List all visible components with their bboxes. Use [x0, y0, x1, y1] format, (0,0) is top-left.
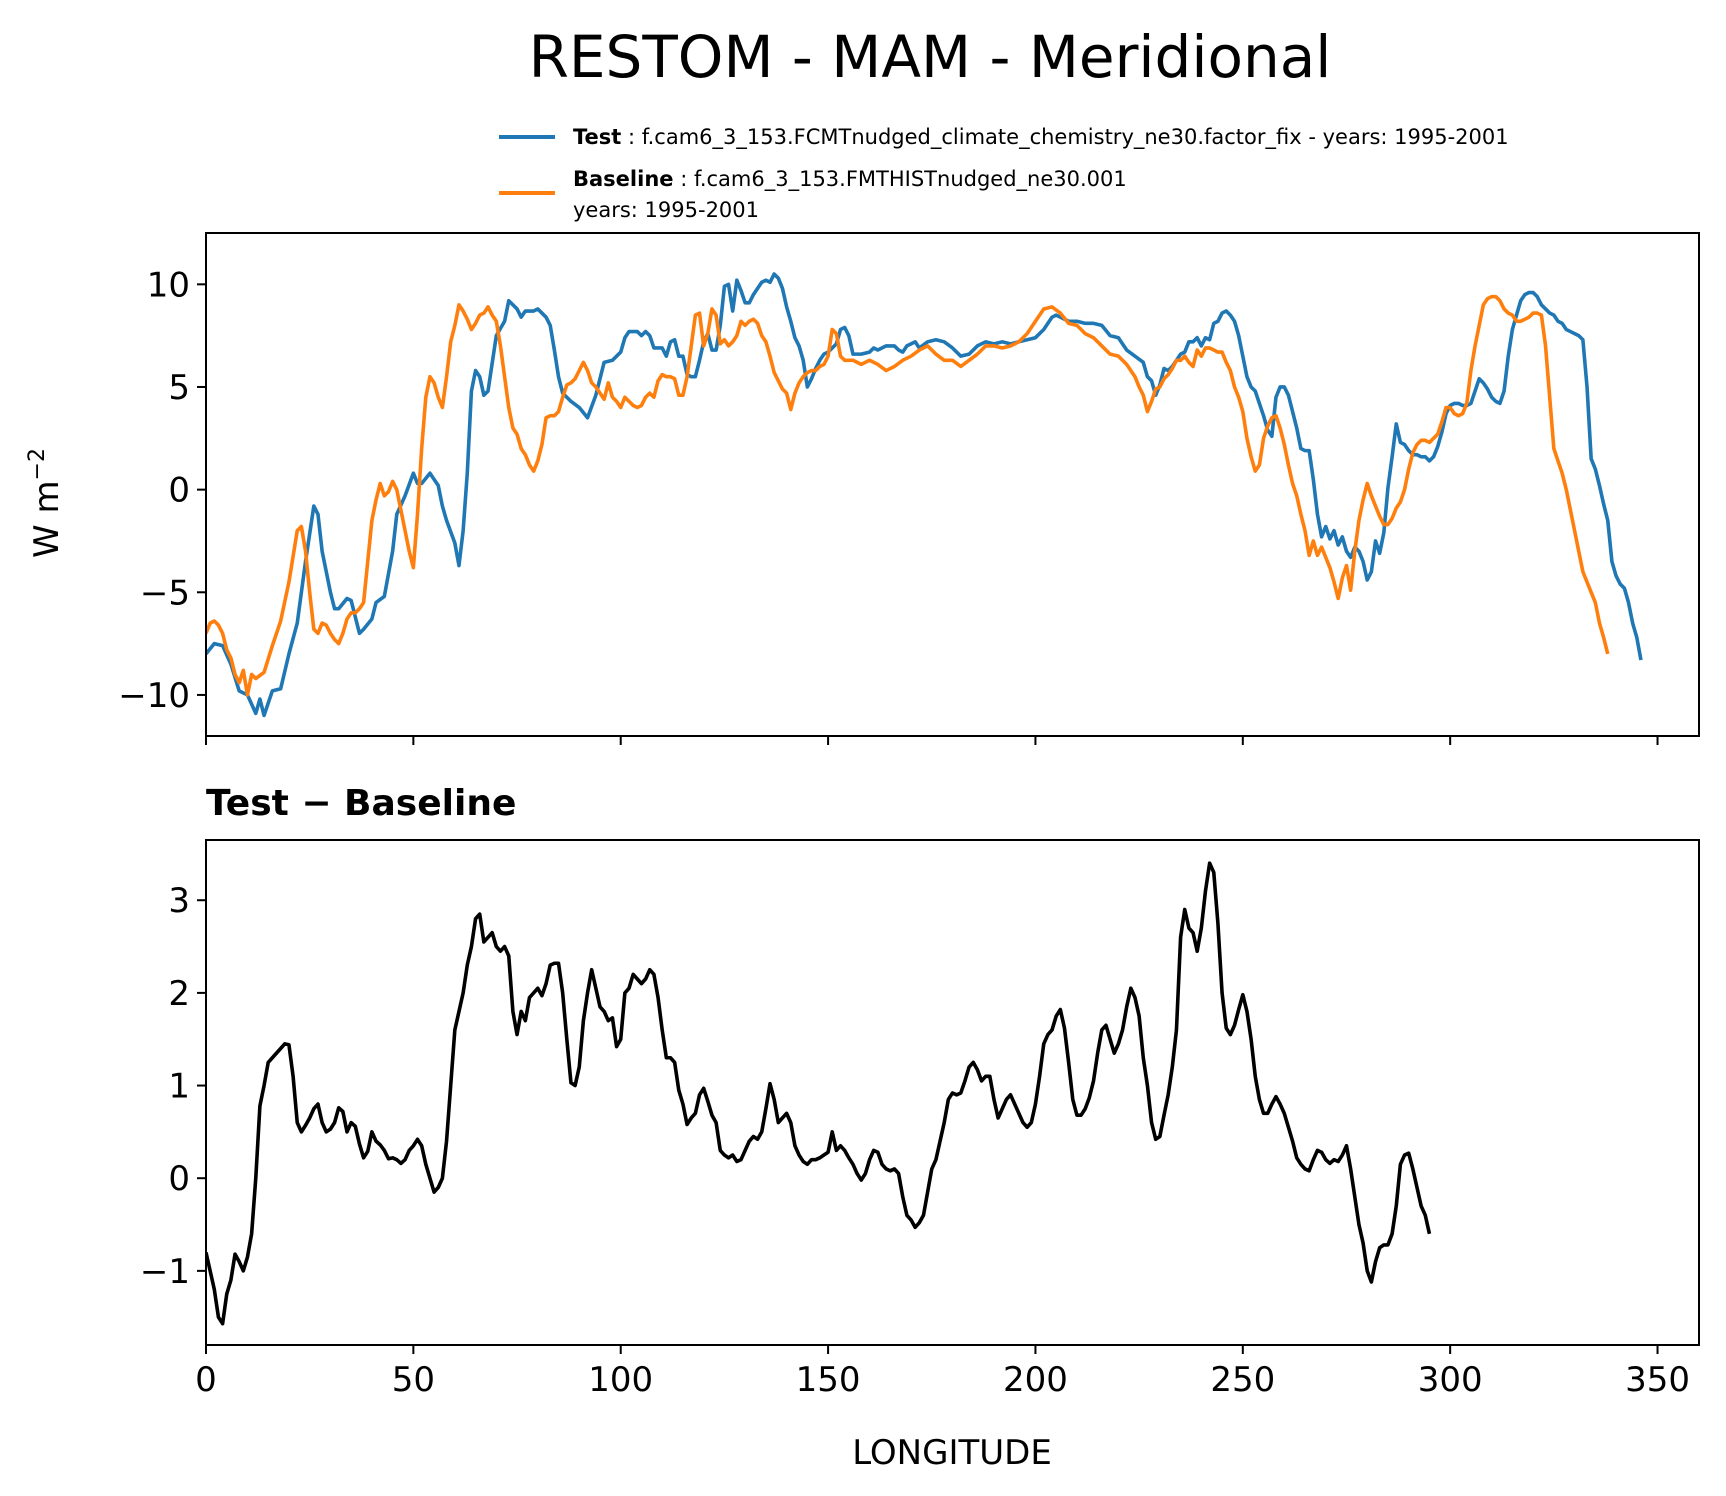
x-axis-label: LONGITUDE [852, 1433, 1052, 1473]
legend-entry-test: Test : f.cam6_3_153.FCMTnudged_climate_c… [573, 125, 1509, 150]
figure-title: RESTOM - MAM - Meridional [529, 23, 1332, 91]
x-tick-label: 300 [1418, 1360, 1483, 1400]
top-plot-frame [205, 232, 1700, 737]
top-y-tick-label: 10 [147, 265, 190, 305]
bottom-panel: Test − Baseline LONGITUDE 3 2 1 0 −1 0 50 100 15… [140, 783, 1700, 1473]
legend-baseline-years: years: 1995-2001 [573, 198, 759, 222]
top-panel: W m−2 10 5 0 −5 −10 [25, 232, 1700, 745]
top-y-tick-label: 0 [168, 471, 190, 511]
legend-baseline-sep: : [674, 167, 694, 191]
x-tick-label: 250 [1210, 1360, 1275, 1400]
x-tick-label: 200 [1003, 1360, 1068, 1400]
bottom-y-tick-label: 2 [168, 974, 190, 1014]
bottom-panel-title: Test − Baseline [206, 783, 516, 824]
bottom-y-tick-label: 1 [168, 1067, 190, 1107]
top-y-tick-label: 5 [168, 368, 190, 408]
top-y-axis-label: W m−2 [25, 448, 67, 558]
legend-entry-baseline: Baseline : f.cam6_3_153.FMTHISTnudged_ne… [573, 167, 1127, 192]
bottom-series-test-baseline [206, 861, 1432, 1326]
top-y-tick-label: −10 [118, 676, 190, 716]
top-y-axis-label-base: W m [27, 480, 67, 558]
top-y-tick-label: −5 [140, 573, 190, 613]
x-tick-label: 350 [1625, 1360, 1690, 1400]
top-y-axis-label-exponent: −2 [25, 448, 50, 480]
x-tick-label: 50 [392, 1360, 435, 1400]
x-tick-label: 100 [588, 1360, 653, 1400]
legend-test-text: f.cam6_3_153.FCMTnudged_climate_chemistr… [642, 125, 1509, 150]
legend-test-sep: : [621, 125, 641, 149]
bottom-y-tick-label: 0 [168, 1159, 190, 1199]
legend-baseline-text: f.cam6_3_153.FMTHISTnudged_ne30.001 [694, 167, 1127, 192]
top-series-test [206, 272, 1643, 718]
x-tick-label: 150 [796, 1360, 861, 1400]
top-series-baseline [206, 294, 1610, 697]
legend: Test : f.cam6_3_153.FCMTnudged_climate_c… [499, 125, 1509, 222]
legend-baseline-name: Baseline [573, 167, 674, 191]
bottom-plot-frame [205, 839, 1700, 1346]
x-tick-label: 0 [195, 1360, 217, 1400]
bottom-y-tick-label: 3 [168, 881, 190, 921]
legend-test-name: Test [573, 125, 621, 149]
bottom-y-tick-label: −1 [140, 1252, 190, 1292]
